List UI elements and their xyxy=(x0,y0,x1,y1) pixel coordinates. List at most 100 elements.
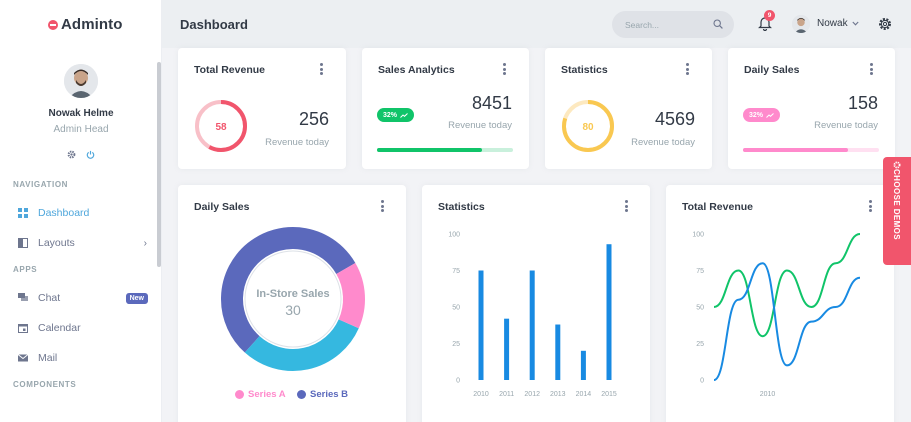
trend-up-icon xyxy=(766,112,774,118)
donut-inner-ring xyxy=(244,250,342,348)
sidebar-item-label: Mail xyxy=(38,352,58,364)
y-tick-label: 50 xyxy=(452,305,460,312)
user-name: Nowak Helme xyxy=(48,108,114,119)
sidebar: Adminto Nowak Helme Admin Head NAVIGATIO… xyxy=(0,0,162,422)
gear-icon xyxy=(893,161,901,169)
stat-card-statistics: Statistics 80 4569 Revenue today xyxy=(545,48,712,169)
brand-logo[interactable]: Adminto xyxy=(48,16,123,33)
stat-value: 158 xyxy=(847,93,878,113)
kebab-menu-icon[interactable] xyxy=(625,200,629,212)
stat-card-total-revenue: Total Revenue 58 256 Revenue today xyxy=(178,48,346,169)
power-icon[interactable] xyxy=(86,150,95,159)
y-tick-label: 75 xyxy=(452,268,460,275)
page-title: Dashboard xyxy=(180,17,248,32)
ring-value: 58 xyxy=(215,122,227,133)
x-tick-label: 2010 xyxy=(760,391,776,398)
kebab-menu-icon[interactable] xyxy=(503,63,507,75)
settings-icon[interactable] xyxy=(67,150,76,159)
progress-track xyxy=(743,148,879,152)
nav-section-navigation: NAVIGATION xyxy=(13,180,69,189)
gear-icon[interactable] xyxy=(878,17,892,31)
statistics-card: Statistics 0 25 50 75 100 2010 2011 2012 2013 201… xyxy=(422,185,650,422)
line-chart: 0 25 50 75 100 2010 xyxy=(692,232,861,398)
trend-badge: 32% xyxy=(743,108,781,122)
brand-name: Adminto xyxy=(61,16,123,33)
notification-badge: 9 xyxy=(764,10,775,21)
ring-value: 80 xyxy=(582,122,594,133)
legend-series-b[interactable]: Series B xyxy=(297,389,348,400)
search-icon[interactable] xyxy=(713,19,723,29)
legend-label: Series A xyxy=(248,389,286,400)
series-line xyxy=(713,233,861,338)
avatar-image xyxy=(64,64,98,98)
donut-chart: In-Store Sales 30 xyxy=(221,227,365,371)
x-tick-label: 2012 xyxy=(524,391,540,398)
choose-demos-button[interactable]: CHOOSE DEMOS xyxy=(883,157,911,265)
y-tick-label: 25 xyxy=(696,341,704,348)
new-badge: New xyxy=(125,292,148,304)
y-tick-label: 100 xyxy=(692,232,704,239)
progress-ring: 58 xyxy=(195,100,247,152)
card-title: Sales Analytics xyxy=(378,64,455,76)
bar-chart: 0 25 50 75 100 2010 2011 2012 2013 2014 2015 xyxy=(448,232,617,399)
stat-value: 8451 xyxy=(471,93,512,113)
x-tick-label: 2015 xyxy=(601,391,617,398)
kebab-menu-icon[interactable] xyxy=(686,63,690,75)
progress-track xyxy=(377,148,513,152)
sidebar-scrollbar[interactable] xyxy=(157,62,161,267)
stat-label: Revenue today xyxy=(814,120,878,131)
stat-value: 4569 xyxy=(654,109,695,129)
series-line xyxy=(713,262,861,381)
sidebar-item-chat[interactable]: Chat New xyxy=(18,292,150,304)
mail-icon xyxy=(18,354,28,362)
trend-badge: 32% xyxy=(377,108,415,122)
legend-marker xyxy=(297,390,306,399)
daily-sales-card: Daily Sales In-Store Sales 30 Series A S… xyxy=(178,185,406,422)
logo-icon xyxy=(48,19,58,30)
chevron-right-icon: › xyxy=(143,237,147,249)
kebab-menu-icon[interactable] xyxy=(870,63,874,75)
bar xyxy=(478,270,484,380)
x-tick-label: 2014 xyxy=(576,391,592,398)
total-revenue-card: Total Revenue 0 25 50 75 100 2010 xyxy=(666,185,894,422)
legend-label: Series B xyxy=(310,389,349,400)
y-tick-label: 75 xyxy=(696,268,704,275)
trend-value: 32% xyxy=(383,111,398,119)
bar xyxy=(555,324,561,380)
user-menu[interactable]: Nowak xyxy=(817,18,859,29)
search-input[interactable] xyxy=(612,11,712,38)
y-tick-label: 50 xyxy=(696,305,704,312)
stat-value: 256 xyxy=(298,109,329,129)
sidebar-item-label: Dashboard xyxy=(38,207,90,219)
sidebar-item-layouts[interactable]: Layouts › xyxy=(18,237,150,249)
user-role: Admin Head xyxy=(53,124,109,135)
sidebar-item-calendar[interactable]: Calendar xyxy=(18,322,150,334)
search-box xyxy=(612,11,734,38)
chat-icon xyxy=(18,293,28,301)
avatar[interactable] xyxy=(64,64,98,98)
topbar-avatar[interactable] xyxy=(792,15,810,33)
stat-label: Revenue today xyxy=(631,137,695,148)
dashboard-icon xyxy=(18,208,28,218)
card-title: Total Revenue xyxy=(194,64,265,76)
stat-card-sales-analytics: Sales Analytics 32% 8451 Revenue today xyxy=(362,48,529,169)
x-tick-label: 2011 xyxy=(499,391,514,398)
kebab-menu-icon[interactable] xyxy=(869,200,873,212)
progress-fill xyxy=(377,148,482,152)
kebab-menu-icon[interactable] xyxy=(320,63,324,75)
sidebar-item-dashboard[interactable]: Dashboard xyxy=(18,207,150,219)
user-menu-name: Nowak xyxy=(817,18,848,29)
stat-label: Revenue today xyxy=(265,137,329,148)
sidebar-item-label: Chat xyxy=(38,292,61,304)
donut-slice xyxy=(336,263,365,329)
sidebar-item-mail[interactable]: Mail xyxy=(18,352,150,364)
card-title: Daily Sales xyxy=(194,201,250,213)
x-tick-label: 2010 xyxy=(473,391,489,398)
card-title: Total Revenue xyxy=(682,201,753,213)
sidebar-item-label: Calendar xyxy=(38,322,81,334)
y-tick-label: 0 xyxy=(456,378,460,385)
kebab-menu-icon[interactable] xyxy=(381,200,385,212)
legend-marker xyxy=(235,390,244,399)
legend-series-a[interactable]: Series A xyxy=(235,389,286,400)
chevron-down-icon xyxy=(851,21,859,26)
